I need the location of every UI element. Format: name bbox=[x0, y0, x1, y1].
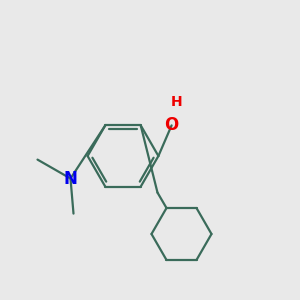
Text: H: H bbox=[171, 95, 182, 109]
Text: N: N bbox=[64, 169, 77, 188]
Text: O: O bbox=[164, 116, 179, 134]
